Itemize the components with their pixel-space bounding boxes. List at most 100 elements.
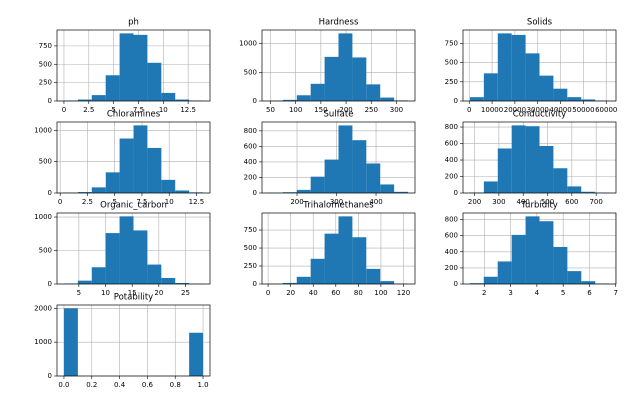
x-tick-label: 12.5 — [189, 198, 205, 206]
y-tick-label: 200 — [445, 264, 458, 272]
y-tick-label: 0 — [253, 189, 257, 197]
bar — [324, 159, 339, 193]
x-tick-label: 120 — [397, 289, 410, 297]
y-tick-label: 600 — [445, 140, 458, 148]
bar — [366, 84, 381, 101]
bar — [366, 268, 381, 284]
y-tick-label: 750 — [445, 39, 458, 47]
x-tick-label: 0.6 — [142, 381, 154, 389]
x-tick-label: 60 — [331, 289, 340, 297]
bar — [352, 57, 367, 101]
y-tick-label: 200 — [445, 173, 458, 181]
axes-frame — [261, 29, 416, 102]
x-tick-label: 1.0 — [197, 381, 208, 389]
bar — [296, 189, 311, 193]
x-tick-label: 100 — [289, 106, 302, 114]
bar — [296, 276, 311, 284]
x-tick-label: 0.2 — [86, 381, 97, 389]
y-tick-label: 800 — [445, 216, 458, 224]
y-tick-label: 600 — [445, 232, 458, 240]
bar — [133, 125, 148, 193]
bar — [175, 99, 190, 101]
bar — [511, 34, 526, 101]
chart-title: ph — [128, 18, 139, 28]
bar — [161, 92, 176, 101]
chart-title: Hardness — [319, 18, 359, 28]
x-tick-label: 7.5 — [133, 106, 144, 114]
y-tick-label: 600 — [244, 142, 257, 150]
bar — [539, 145, 554, 193]
bar — [483, 73, 498, 101]
x-tick-label: 300 — [492, 198, 505, 206]
x-tick-label: 12.5 — [180, 106, 196, 114]
bar — [539, 221, 554, 284]
bar — [469, 97, 484, 101]
x-tick-label: 7 — [614, 289, 618, 297]
x-tick-label: 80 — [354, 289, 363, 297]
y-tick-label: 0 — [454, 97, 458, 105]
bar — [581, 281, 596, 284]
x-tick-label: 7.5 — [136, 198, 147, 206]
bar — [161, 277, 176, 284]
x-tick-label: 10 — [165, 198, 174, 206]
bar — [497, 148, 512, 193]
y-tick-label: 0 — [454, 189, 458, 197]
bar — [310, 176, 325, 193]
y-tick-label: 0 — [253, 97, 257, 105]
y-tick-label: 500 — [244, 244, 257, 252]
bar — [147, 264, 162, 284]
bar — [161, 179, 176, 193]
chart-title: Conductivity — [513, 110, 566, 120]
y-tick-label: 500 — [39, 247, 52, 255]
bar — [310, 258, 325, 284]
y-tick-label: 800 — [244, 127, 257, 135]
x-tick-label: 700 — [589, 198, 602, 206]
y-tick-label: 750 — [244, 226, 257, 234]
y-tick-label: 500 — [39, 158, 52, 166]
bar — [581, 99, 596, 101]
x-tick-label: 100 — [374, 289, 387, 297]
x-tick-label: 600 — [565, 198, 578, 206]
bar — [310, 83, 325, 101]
y-tick-label: 200 — [244, 173, 257, 181]
y-tick-label: 1000 — [34, 126, 52, 134]
x-tick-label: 30000 — [527, 106, 549, 114]
y-tick-label: 1000 — [239, 40, 257, 48]
bar — [352, 140, 367, 193]
x-tick-label: 2.5 — [82, 198, 93, 206]
axes-frame — [462, 29, 617, 102]
x-tick-label: 4 — [535, 289, 540, 297]
bar — [189, 332, 204, 376]
bar — [91, 187, 106, 193]
bar — [525, 126, 540, 193]
x-tick-label: 500 — [541, 198, 554, 206]
x-tick-label: 0.8 — [170, 381, 181, 389]
bar — [105, 233, 120, 284]
x-tick-label: 60000 — [595, 106, 617, 114]
bar — [380, 281, 395, 284]
bar — [338, 216, 353, 284]
bar — [282, 282, 297, 284]
bar — [366, 163, 381, 193]
y-tick-label: 1000 — [34, 213, 52, 221]
bar — [567, 97, 582, 101]
y-tick-label: 750 — [39, 42, 52, 50]
x-tick-label: 10 — [101, 289, 110, 297]
bar — [296, 95, 311, 101]
bar — [497, 261, 512, 284]
chart-title: Potability — [114, 293, 153, 303]
x-tick-label: 0.0 — [58, 381, 69, 389]
bar — [324, 56, 339, 101]
axes-frame — [261, 121, 416, 194]
bar — [525, 53, 540, 101]
x-tick-label: 3 — [508, 289, 512, 297]
bar — [567, 271, 582, 284]
chart-title: Solids — [527, 18, 553, 28]
x-tick-label: 20 — [154, 289, 163, 297]
x-tick-label: 5 — [77, 289, 81, 297]
chart-title: Turbidity — [520, 201, 558, 211]
bar — [105, 75, 120, 101]
x-tick-label: 6 — [587, 289, 592, 297]
bar — [77, 99, 92, 101]
axes-frame — [56, 304, 211, 377]
